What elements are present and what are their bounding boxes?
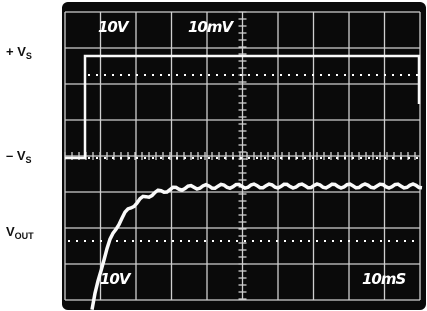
scale-label: 10mS bbox=[362, 270, 405, 288]
channel-label: + VS bbox=[6, 44, 32, 61]
label-sub: S bbox=[26, 51, 32, 61]
channel-label: VOUT bbox=[6, 224, 34, 241]
label-text: – V bbox=[6, 148, 26, 163]
scale-label: 10mV bbox=[188, 18, 232, 36]
label-text: + V bbox=[6, 44, 26, 59]
channel-label: – VS bbox=[6, 148, 32, 165]
label-sub: OUT bbox=[15, 231, 34, 241]
label-text: V bbox=[6, 224, 15, 239]
scope-screen bbox=[0, 0, 427, 311]
label-sub: S bbox=[26, 155, 32, 165]
scale-label: 10V bbox=[98, 18, 127, 36]
scale-label: 10V bbox=[100, 270, 129, 288]
oscilloscope-screenshot: + VS – VS VOUT 10V 10mV 10V 10mS bbox=[0, 0, 427, 311]
